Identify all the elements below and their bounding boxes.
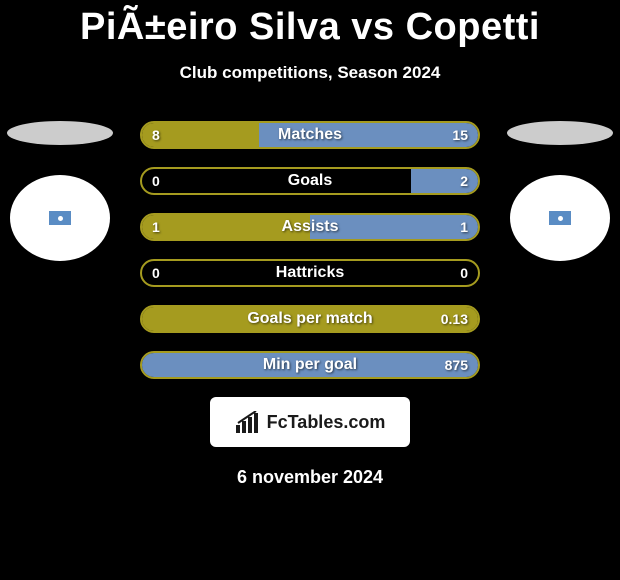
stat-value-left: 1 bbox=[152, 219, 160, 235]
right-club-placeholder bbox=[507, 121, 613, 145]
stat-label: Matches bbox=[278, 126, 342, 144]
stat-bar-assists: 1 Assists 1 bbox=[140, 213, 480, 241]
chart-icon bbox=[235, 411, 261, 433]
stat-value-right: 0 bbox=[460, 265, 468, 281]
stat-value-right: 15 bbox=[452, 127, 468, 143]
logo-text: FcTables.com bbox=[267, 412, 386, 433]
stat-bar-goals-per-match: Goals per match 0.13 bbox=[140, 305, 480, 333]
left-club-placeholder bbox=[7, 121, 113, 145]
right-player-column bbox=[500, 121, 620, 261]
report-date: 6 november 2024 bbox=[0, 467, 620, 488]
left-player-column bbox=[0, 121, 120, 261]
left-flag-icon bbox=[49, 211, 71, 225]
stat-value-left: 0 bbox=[152, 173, 160, 189]
stat-bar-min-per-goal: Min per goal 875 bbox=[140, 351, 480, 379]
comparison-subtitle: Club competitions, Season 2024 bbox=[0, 63, 620, 83]
stat-bars-container: 8 Matches 15 0 Goals 2 1 Assists 1 0 Hattricks 0 Goa… bbox=[140, 121, 480, 379]
stat-bar-goals: 0 Goals 2 bbox=[140, 167, 480, 195]
stat-label: Min per goal bbox=[263, 356, 357, 374]
stat-bar-hattricks: 0 Hattricks 0 bbox=[140, 259, 480, 287]
stat-value-left: 8 bbox=[152, 127, 160, 143]
right-flag-icon bbox=[549, 211, 571, 225]
stat-value-right: 875 bbox=[445, 357, 468, 373]
stat-label: Hattricks bbox=[276, 264, 344, 282]
stat-label: Goals bbox=[288, 172, 332, 190]
stat-value-right: 2 bbox=[460, 173, 468, 189]
stat-value-right: 0.13 bbox=[441, 311, 468, 327]
comparison-title: PiÃ±eiro Silva vs Copetti bbox=[0, 0, 620, 49]
stat-label: Goals per match bbox=[247, 310, 372, 328]
stat-value-left: 0 bbox=[152, 265, 160, 281]
right-player-avatar bbox=[510, 175, 610, 261]
left-player-avatar bbox=[10, 175, 110, 261]
stat-label: Assists bbox=[282, 218, 339, 236]
stat-value-right: 1 bbox=[460, 219, 468, 235]
fctables-logo[interactable]: FcTables.com bbox=[210, 397, 410, 447]
stat-bar-matches: 8 Matches 15 bbox=[140, 121, 480, 149]
comparison-content: 8 Matches 15 0 Goals 2 1 Assists 1 0 Hattricks 0 Goa… bbox=[0, 121, 620, 488]
